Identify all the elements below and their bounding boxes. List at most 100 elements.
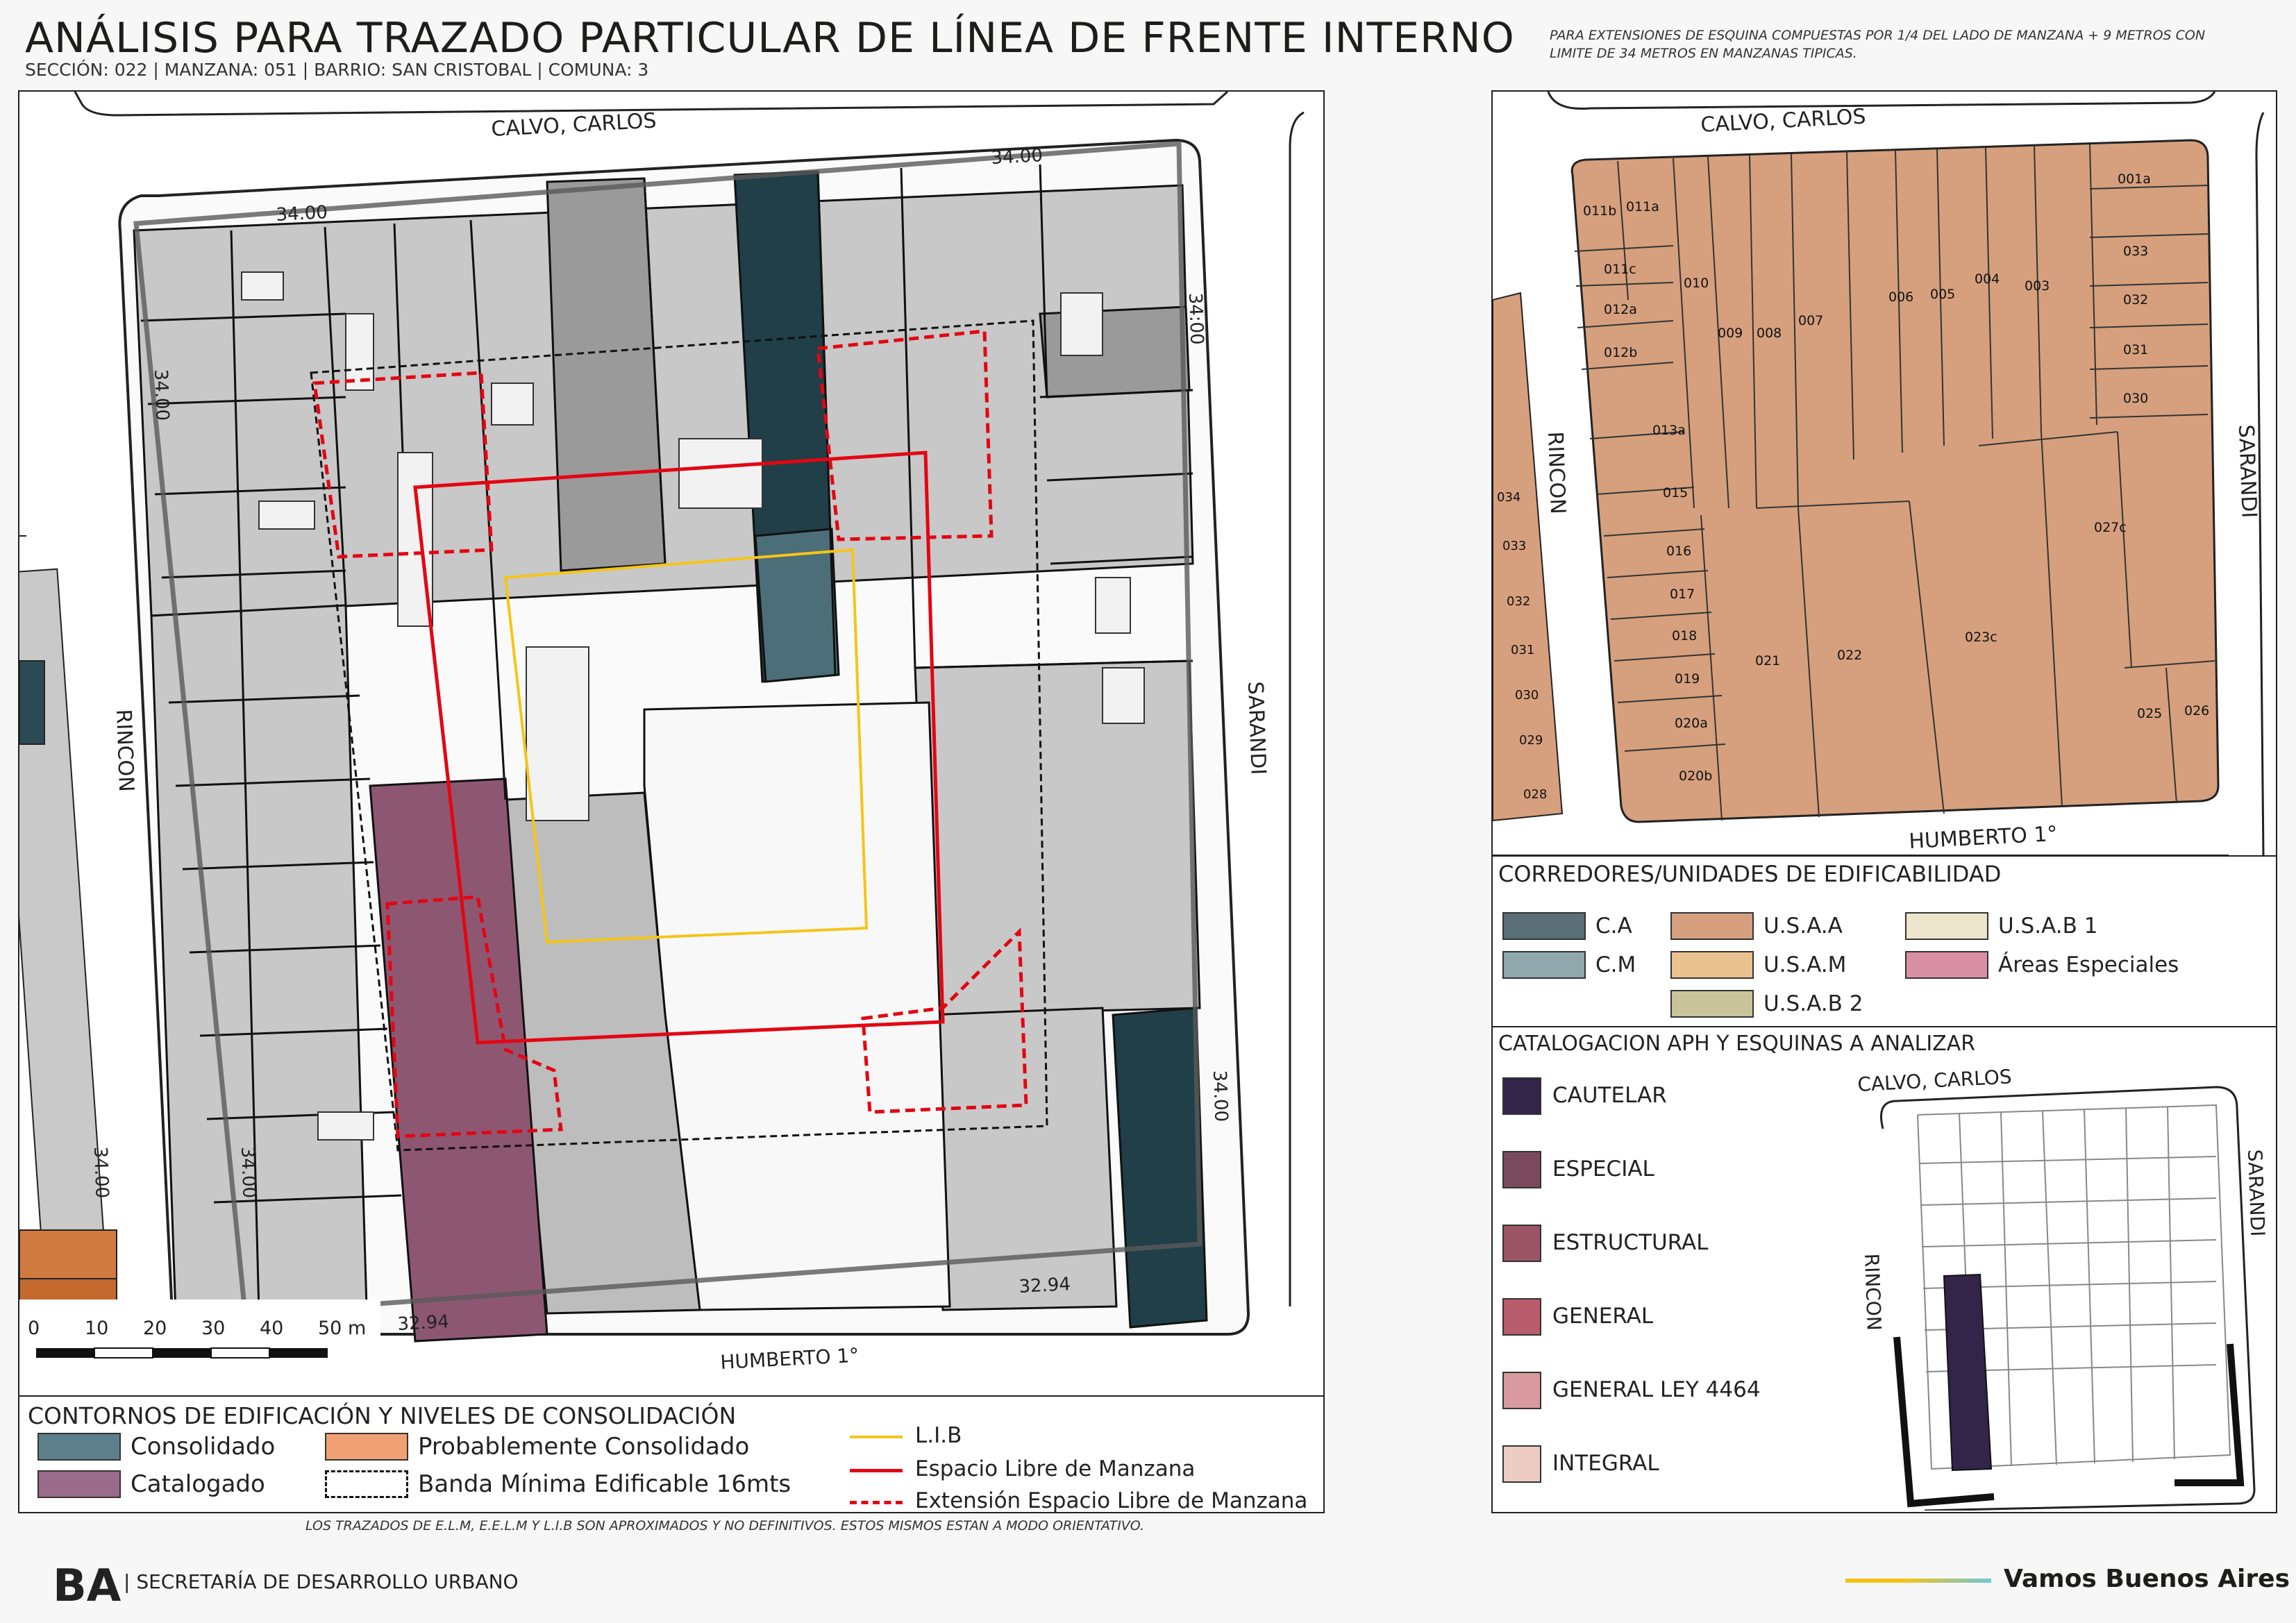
legend-usab1: U.S.A.B 1 [1998, 914, 2098, 939]
svg-text:012a: 012a [1604, 302, 1637, 317]
svg-text:013a: 013a [1652, 423, 1686, 438]
main-map[interactable]: CALVO, CARLOS HUMBERTO 1° RINCON SARANDI… [19, 92, 1323, 1395]
parcel-map[interactable]: 034 033 032 031 030 029 028 [1493, 92, 2276, 855]
legend-ca: C.A [1595, 914, 1632, 939]
svg-text:40: 40 [260, 1318, 283, 1339]
legend-areas-especiales: Áreas Especiales [1998, 952, 2179, 977]
svg-text:023c: 023c [1965, 630, 1997, 645]
svg-text:007: 007 [1798, 313, 1823, 328]
swatch-usam [1670, 951, 1754, 979]
eelm-lines [312, 329, 1028, 1138]
legend-lib: L.I.B [915, 1423, 962, 1448]
svg-text:019: 019 [1675, 671, 1700, 687]
legend-catalogado: Catalogado [131, 1470, 265, 1498]
dim-west-top: 34.00 [150, 369, 173, 421]
swatch-general-ley [1502, 1372, 1541, 1409]
mini-map-cautelar-parcel [1943, 1273, 1993, 1472]
svg-text:006: 006 [1888, 289, 1913, 305]
svg-text:008: 008 [1757, 326, 1782, 341]
svg-text:30: 30 [201, 1318, 225, 1339]
footer-vamos: Vamos Buenos Aires [2004, 1565, 2290, 1593]
legend-elm: Espacio Libre de Manzana [915, 1456, 1196, 1481]
legend-especial: ESPECIAL [1552, 1157, 1654, 1181]
legend-usaa: U.S.A.A [1763, 914, 1843, 939]
legend-eelm: Extensión Espacio Libre de Manzana [915, 1488, 1308, 1513]
dim-north-right: 34.00 [991, 145, 1044, 169]
legend-cm: C.M [1595, 952, 1636, 977]
parcel-labels: 011b 011a 011c 012a 012b 010 009 008 007… [1583, 171, 2209, 784]
elm-line [413, 451, 945, 1045]
swatch-lib [850, 1436, 903, 1438]
dim-far-left: 34.00 [90, 1146, 112, 1198]
catalogado-parcel [369, 777, 548, 1343]
legend-usab2: U.S.A.B 2 [1763, 991, 1863, 1016]
swatch-estructural [1502, 1225, 1541, 1262]
swatch-consolidado [37, 1433, 121, 1461]
svg-text:005: 005 [1930, 287, 1955, 302]
svg-text:025: 025 [2137, 706, 2162, 721]
page-title: ANÁLISIS PARA TRAZADO PARTICULAR DE LÍNE… [25, 14, 1515, 62]
swatch-usab1 [1905, 912, 1988, 940]
lib-line [503, 548, 869, 944]
swatch-cm [1502, 951, 1586, 979]
legend-probablemente: Probablemente Consolidado [418, 1433, 750, 1461]
svg-text:009: 009 [1718, 326, 1743, 341]
svg-text:027c: 027c [2094, 520, 2127, 535]
svg-text:018: 018 [1672, 628, 1697, 644]
legend-integral: INTEGRAL [1552, 1451, 1659, 1476]
main-legend-panel: CONTORNOS DE EDIFICACIÓN Y NIVELES DE CO… [18, 1395, 1325, 1513]
scale-bar: 0 10 20 30 40 50 m [19, 1300, 380, 1362]
svg-text:028: 028 [1523, 787, 1547, 802]
swatch-especial [1502, 1151, 1541, 1188]
legend-usam: U.S.A.M [1763, 952, 1847, 977]
mini-map[interactable]: CALVO, CARLOS RINCON SARANDI [1855, 1066, 2272, 1511]
svg-text:022: 022 [1837, 648, 1862, 663]
svg-text:015: 015 [1663, 485, 1688, 501]
swatch-probablemente [325, 1433, 408, 1461]
svg-text:026: 026 [2184, 703, 2209, 718]
svg-text:011b: 011b [1583, 203, 1616, 219]
dim-north-left: 34.00 [276, 202, 328, 226]
dim-west-bottom: 34.00 [237, 1146, 260, 1198]
dim-east-bottom: 34.00 [1209, 1070, 1232, 1122]
main-legend-heading: CONTORNOS DE EDIFICACIÓN Y NIVELES DE CO… [28, 1402, 737, 1429]
main-street-east: SARANDI [1243, 681, 1271, 775]
swatch-general [1502, 1298, 1541, 1336]
swatch-eelm [850, 1501, 903, 1504]
svg-text:033: 033 [1502, 539, 1526, 553]
swatch-catalogado [37, 1470, 121, 1498]
legend-cautelar: CAUTELAR [1552, 1083, 1667, 1108]
svg-text:20: 20 [143, 1318, 167, 1339]
legend-general-ley: GENERAL LEY 4464 [1552, 1377, 1761, 1402]
courtyards [241, 271, 1145, 1141]
right-panel: 034 033 032 031 030 029 028 [1491, 90, 2277, 1513]
svg-text:021: 021 [1755, 653, 1780, 668]
mini-street-east: SARANDI [2243, 1149, 2269, 1237]
svg-text:011c: 011c [1604, 262, 1636, 277]
swatch-usaa [1670, 912, 1754, 940]
legend-general: GENERAL [1552, 1304, 1654, 1329]
svg-text:012b: 012b [1604, 345, 1637, 360]
svg-text:016: 016 [1666, 544, 1691, 559]
svg-text:033: 033 [2123, 244, 2148, 259]
svg-text:030: 030 [2123, 391, 2148, 406]
svg-text:031: 031 [2123, 342, 2148, 358]
swatch-areas-especiales [1905, 951, 1988, 979]
header-note: PARA EXTENSIONES DE ESQUINA COMPUESTAS P… [1550, 28, 2206, 61]
swatch-cautelar [1502, 1077, 1541, 1115]
mini-street-west: RINCON [1860, 1253, 1886, 1331]
parcels-group [133, 164, 1208, 1343]
svg-text:020b: 020b [1679, 768, 1712, 784]
legend-consolidado: Consolidado [131, 1433, 276, 1461]
svg-text:001a: 001a [2118, 171, 2151, 187]
parcel-block [1570, 139, 2220, 823]
parcel-street-east: SARANDI [2234, 424, 2261, 519]
banda-minima [310, 319, 1048, 1152]
svg-text:017: 017 [1670, 587, 1695, 602]
dim-east-top: 34:00 [1184, 292, 1207, 345]
svg-text:029: 029 [1519, 733, 1543, 748]
dim-south-right: 32.94 [1019, 1274, 1071, 1297]
svg-text:50 m: 50 m [318, 1318, 366, 1339]
corredores-heading: CORREDORES/UNIDADES DE EDIFICABILIDAD [1498, 861, 2002, 887]
legend-banda: Banda Mínima Edificable 16mts [418, 1470, 791, 1498]
